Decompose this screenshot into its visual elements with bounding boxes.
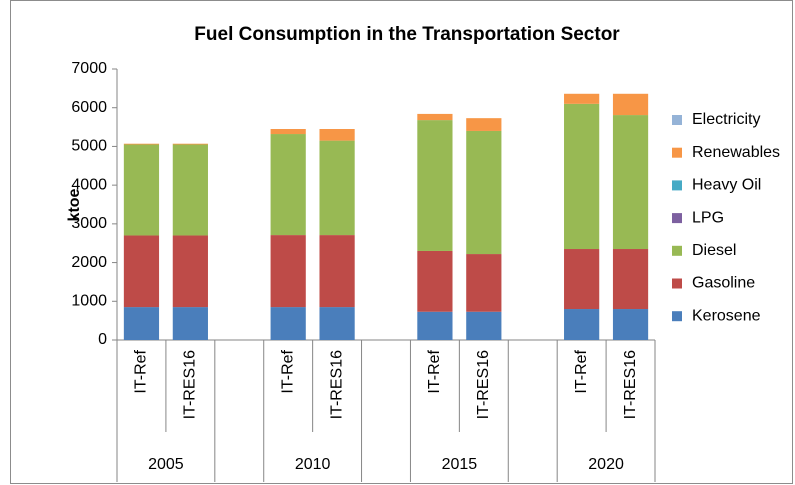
- bar-segment: [172, 143, 208, 145]
- y-tick-label: 6000: [71, 99, 107, 116]
- legend-label: Diesel: [692, 242, 736, 259]
- group-label: 2015: [442, 456, 478, 473]
- bar-segment: [319, 235, 355, 308]
- bar-segment: [270, 307, 306, 340]
- bar-segment: [123, 144, 160, 236]
- legend-label: Electricity: [692, 111, 760, 128]
- legend-swatch: [672, 278, 682, 289]
- bar-segment: [270, 134, 306, 236]
- bar-segment: [172, 144, 208, 236]
- legend-label: Gasoline: [692, 275, 755, 292]
- x-tick-label: IT-Ref: [573, 349, 590, 393]
- x-tick-label: IT-RES16: [328, 350, 345, 419]
- bar-segment: [466, 118, 502, 131]
- y-tick-label: 4000: [71, 176, 107, 193]
- x-tick-label: IT-Ref: [279, 349, 296, 393]
- bar-segment: [612, 115, 649, 250]
- legend-swatch: [672, 245, 682, 256]
- legend-swatch: [672, 213, 682, 224]
- bar-segment: [612, 249, 649, 310]
- bar-segment: [319, 129, 355, 141]
- chart-title: Fuel Consumption in the Transportation S…: [194, 24, 620, 45]
- x-tick-label: IT-RES16: [475, 350, 492, 419]
- legend-swatch: [672, 311, 682, 322]
- y-axis-label: ktoe: [66, 188, 83, 221]
- bar-segment: [123, 235, 160, 308]
- y-tick-label: 7000: [71, 60, 107, 77]
- x-tick-label: IT-RES16: [182, 350, 199, 419]
- x-tick-label: IT-RES16: [622, 350, 639, 419]
- x-tick-label: IT-Ref: [426, 349, 443, 393]
- bar-segment: [319, 140, 355, 236]
- bar-segment: [564, 249, 600, 310]
- bar-segment: [612, 93, 649, 116]
- y-tick-label: 0: [98, 331, 107, 348]
- bar-segment: [270, 129, 306, 135]
- bar-segment: [417, 250, 453, 312]
- y-tick-label: 5000: [71, 138, 107, 155]
- group-label: 2020: [588, 456, 624, 473]
- bar-segment: [123, 307, 160, 340]
- legend-swatch: [672, 147, 682, 158]
- bar-segment: [466, 254, 502, 312]
- bar-segment: [417, 120, 453, 251]
- y-tick-label: 2000: [71, 254, 107, 271]
- legend-swatch: [672, 180, 682, 191]
- group-label: 2005: [148, 456, 184, 473]
- bar-segment: [564, 93, 600, 104]
- bar-segment: [564, 103, 600, 250]
- legend-swatch: [672, 115, 682, 125]
- y-tick-label: 3000: [71, 215, 107, 232]
- bar-segment: [172, 235, 208, 308]
- x-tick-label: IT-Ref: [133, 349, 150, 393]
- bar-segment: [612, 309, 649, 340]
- y-tick-label: 1000: [71, 293, 107, 310]
- bar-segment: [123, 143, 160, 145]
- bar-segment: [319, 307, 355, 340]
- legend-label: Kerosene: [692, 307, 761, 324]
- legend-label: Heavy Oil: [692, 177, 761, 194]
- group-label: 2010: [295, 456, 331, 473]
- bar-segment: [270, 235, 306, 308]
- bar-segment: [466, 311, 502, 340]
- bar-segment: [417, 311, 453, 340]
- bar-segment: [564, 309, 600, 340]
- legend-label: Renewables: [692, 144, 780, 161]
- bar-segment: [172, 307, 208, 340]
- bar-segment: [417, 113, 453, 121]
- bar-segment: [466, 130, 502, 255]
- legend-label: LPG: [692, 209, 724, 226]
